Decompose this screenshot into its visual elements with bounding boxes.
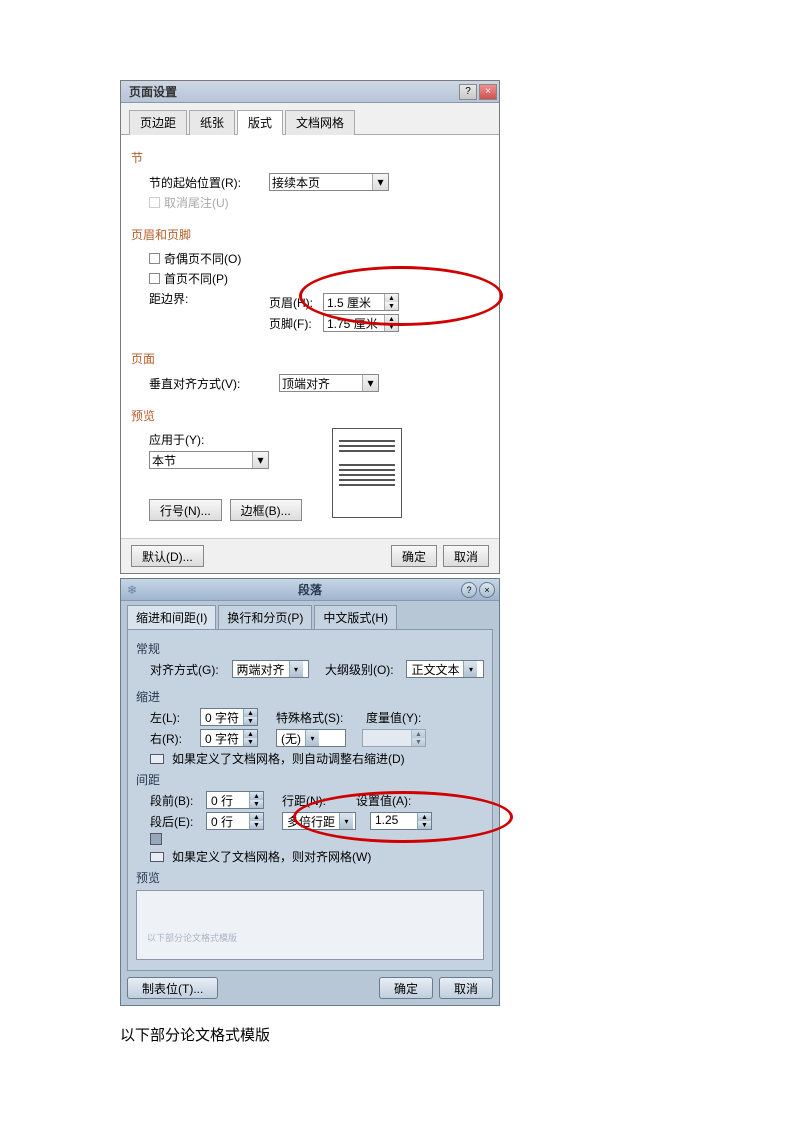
dialog-title: 段落 bbox=[298, 581, 322, 598]
dialog-title: 页面设置 bbox=[129, 83, 177, 100]
chevron-down-icon: ▾ bbox=[252, 452, 268, 468]
tab-row: 缩进和间距(I) 换行和分页(P) 中文版式(H) bbox=[121, 601, 499, 629]
indent-left-spinner[interactable]: 0 字符▲▼ bbox=[200, 708, 258, 726]
suppress-endnotes-checkbox bbox=[149, 197, 160, 208]
page-preview bbox=[332, 428, 402, 518]
header-label: 页眉(H): bbox=[269, 294, 323, 311]
chevron-down-icon: ▾ bbox=[463, 661, 477, 677]
section-indent-label: 缩进 bbox=[136, 688, 484, 705]
odd-even-label: 奇偶页不同(O) bbox=[164, 250, 241, 267]
close-button[interactable]: × bbox=[479, 582, 495, 598]
ok-button[interactable]: 确定 bbox=[391, 545, 437, 567]
indent-right-spinner[interactable]: 0 字符▲▼ bbox=[200, 729, 258, 747]
tab-paper[interactable]: 纸张 bbox=[189, 110, 235, 135]
special-format-label: 特殊格式(S): bbox=[276, 709, 354, 726]
section-preview-label: 预览 bbox=[131, 407, 489, 424]
from-edge-label: 距边界: bbox=[149, 290, 269, 307]
valign-label: 垂直对齐方式(V): bbox=[149, 375, 279, 392]
suppress-endnotes-label: 取消尾注(U) bbox=[164, 194, 229, 211]
section-general-label: 常规 bbox=[136, 640, 484, 657]
chevron-down-icon: ▾ bbox=[289, 661, 303, 677]
section-spacing-label: 间距 bbox=[136, 771, 484, 788]
cancel-button[interactable]: 取消 bbox=[439, 977, 493, 999]
chevron-down-icon: ▾ bbox=[362, 375, 378, 391]
header-distance-spinner[interactable]: ▲▼ bbox=[323, 293, 399, 311]
dialog-footer: 制表位(T)... 确定 取消 bbox=[121, 977, 499, 1005]
dialog-body: 常规 对齐方式(G): 两端对齐▾ 大纲级别(O): 正文文本▾ 缩进 左(L)… bbox=[127, 629, 493, 971]
tab-line-page-breaks[interactable]: 换行和分页(P) bbox=[218, 605, 312, 629]
keyboard-icon bbox=[150, 754, 164, 764]
help-button[interactable]: ? bbox=[459, 84, 477, 100]
keyboard-icon bbox=[150, 852, 164, 862]
titlebar: ❄ 段落 ? × bbox=[121, 579, 499, 601]
section-start-label: 节的起始位置(R): bbox=[149, 174, 269, 191]
dialog-footer: 默认(D)... 确定 取消 bbox=[121, 538, 499, 573]
spacing-after-spinner[interactable]: 0 行▲▼ bbox=[206, 812, 264, 830]
line-spacing-select[interactable]: 多倍行距▾ bbox=[282, 812, 356, 830]
section-start-select[interactable]: 接续本页 ▾ bbox=[269, 173, 389, 191]
grid-align-checkbox[interactable] bbox=[150, 833, 162, 845]
line-spacing-label: 行距(N): bbox=[282, 792, 338, 809]
alignment-select[interactable]: 两端对齐▾ bbox=[232, 660, 310, 678]
help-button[interactable]: ? bbox=[461, 582, 477, 598]
apply-to-select[interactable]: 本节 ▾ bbox=[149, 451, 269, 469]
valign-select[interactable]: 顶端对齐 ▾ bbox=[279, 374, 379, 392]
paragraph-preview: 以下部分论文格式模版 bbox=[136, 890, 484, 960]
window-controls: ? × bbox=[459, 84, 497, 100]
tabs-button[interactable]: 制表位(T)... bbox=[127, 977, 218, 999]
line-numbers-button[interactable]: 行号(N)... bbox=[149, 499, 222, 521]
paragraph-dialog: ❄ 段落 ? × 缩进和间距(I) 换行和分页(P) 中文版式(H) 常规 对齐… bbox=[120, 578, 500, 1006]
ok-button[interactable]: 确定 bbox=[379, 977, 433, 999]
footer-label: 页脚(F): bbox=[269, 315, 323, 332]
default-button[interactable]: 默认(D)... bbox=[131, 545, 204, 567]
first-page-label: 首页不同(P) bbox=[164, 270, 228, 287]
titlebar: 页面设置 ? × bbox=[121, 81, 499, 103]
section-section-label: 节 bbox=[131, 149, 489, 166]
tab-layout[interactable]: 版式 bbox=[237, 110, 283, 135]
tab-margins[interactable]: 页边距 bbox=[129, 110, 187, 135]
page-setup-dialog: 页面设置 ? × 页边距 纸张 版式 文档网格 节 节的起始位置(R): 接续本… bbox=[120, 80, 500, 574]
chevron-down-icon: ▾ bbox=[372, 174, 388, 190]
spacing-before-spinner[interactable]: 0 行▲▼ bbox=[206, 791, 264, 809]
first-page-checkbox[interactable] bbox=[149, 273, 160, 284]
spin-up-icon[interactable]: ▲ bbox=[385, 294, 398, 302]
outline-select[interactable]: 正文文本▾ bbox=[406, 660, 484, 678]
spacing-before-label: 段前(B): bbox=[150, 792, 202, 809]
tab-row: 页边距 纸张 版式 文档网格 bbox=[121, 103, 499, 135]
borders-button[interactable]: 边框(B)... bbox=[230, 499, 302, 521]
spin-down-icon[interactable]: ▼ bbox=[385, 323, 398, 331]
auto-indent-note: 如果定义了文档网格，则自动调整右缩进(D) bbox=[172, 750, 405, 767]
spin-up-icon[interactable]: ▲ bbox=[385, 315, 398, 323]
alignment-label: 对齐方式(G): bbox=[150, 661, 228, 678]
outline-label: 大纲级别(O): bbox=[325, 661, 403, 678]
footnote-text: 以下部分论文格式模版 bbox=[120, 1024, 800, 1045]
section-page-label: 页面 bbox=[131, 350, 489, 367]
special-format-select[interactable]: (无)▾ bbox=[276, 729, 346, 747]
odd-even-checkbox[interactable] bbox=[149, 253, 160, 264]
tab-chinese-layout[interactable]: 中文版式(H) bbox=[314, 605, 397, 629]
grid-align-note: 如果定义了文档网格，则对齐网格(W) bbox=[172, 848, 371, 865]
set-value-spinner[interactable]: 1.25▲▼ bbox=[370, 812, 432, 830]
spacing-after-label: 段后(E): bbox=[150, 813, 202, 830]
set-value-label: 设置值(A): bbox=[356, 792, 411, 809]
dialog-body: 节 节的起始位置(R): 接续本页 ▾ 取消尾注(U) 页眉和页脚 奇偶页不同(… bbox=[121, 135, 499, 538]
tab-grid[interactable]: 文档网格 bbox=[285, 110, 355, 135]
snowflake-icon: ❄ bbox=[127, 583, 137, 597]
indent-left-label: 左(L): bbox=[150, 709, 196, 726]
section-preview-label: 预览 bbox=[136, 869, 484, 886]
header-distance-input[interactable] bbox=[324, 294, 384, 310]
measure-spinner[interactable]: ▲▼ bbox=[362, 729, 426, 747]
cancel-button[interactable]: 取消 bbox=[443, 545, 489, 567]
close-button[interactable]: × bbox=[479, 84, 497, 100]
footer-distance-spinner[interactable]: ▲▼ bbox=[323, 314, 399, 332]
apply-to-label: 应用于(Y): bbox=[149, 431, 204, 448]
tab-indent-spacing[interactable]: 缩进和间距(I) bbox=[127, 605, 216, 629]
footer-distance-input[interactable] bbox=[324, 315, 384, 331]
spin-down-icon[interactable]: ▼ bbox=[385, 302, 398, 310]
section-headerfooter-label: 页眉和页脚 bbox=[131, 226, 489, 243]
indent-right-label: 右(R): bbox=[150, 730, 196, 747]
measure-label: 度量值(Y): bbox=[366, 709, 421, 726]
